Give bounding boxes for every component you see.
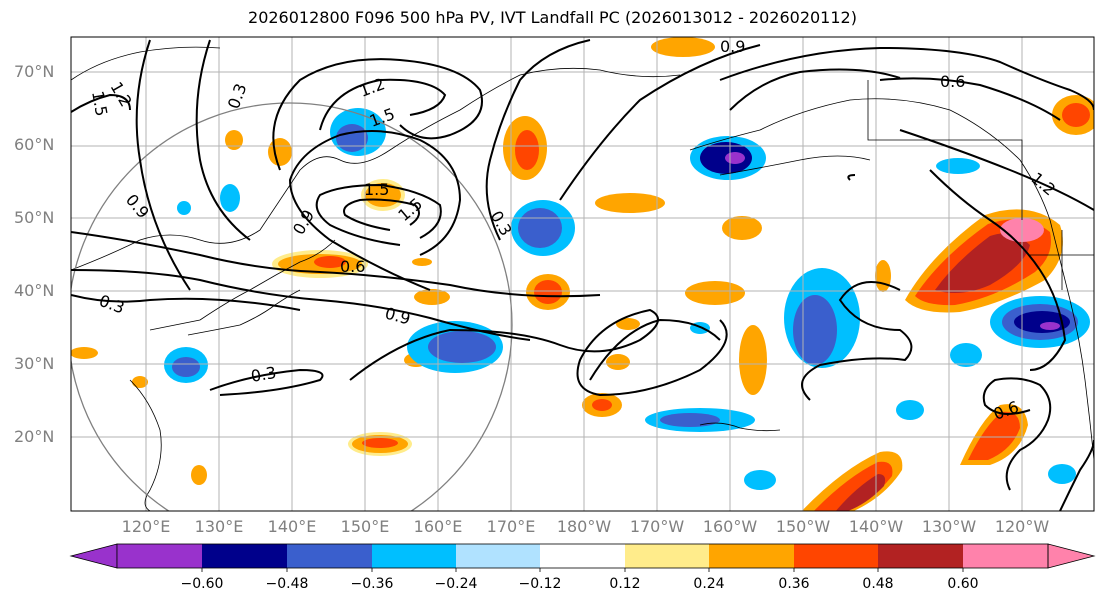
anomaly-blob <box>950 343 982 367</box>
anomaly-blob <box>191 465 207 485</box>
anomaly-blob <box>968 411 1020 460</box>
range-ring <box>71 102 513 511</box>
colorbar-tick-label: 0.36 <box>778 576 810 592</box>
contour-label: 1.5 <box>88 89 111 117</box>
contour-label: 0.6 <box>340 257 365 276</box>
lon-label: 130°W <box>921 517 977 536</box>
anomaly-blob <box>793 295 837 365</box>
anomaly-blob <box>935 233 1030 294</box>
lon-label: 120°W <box>994 517 1050 536</box>
anomaly-blob <box>835 474 886 511</box>
colorbar-tick-label: −0.60 <box>180 576 224 592</box>
anomaly-blob <box>412 258 432 266</box>
anomaly-blob <box>220 184 240 212</box>
anomaly-blob <box>225 130 243 150</box>
lat-label: 40°N <box>14 281 55 300</box>
lon-label: 170°E <box>486 517 536 536</box>
anomaly-blob <box>616 318 640 330</box>
anomaly-blob <box>314 256 346 268</box>
colorbar-segment <box>794 544 878 568</box>
anomaly-blob <box>606 354 630 370</box>
anomaly-blob <box>132 376 148 388</box>
lon-label: 170°W <box>629 517 685 536</box>
colorbar-segment <box>287 544 372 568</box>
colorbar-tick-label: −0.12 <box>518 576 562 592</box>
anomaly-blob <box>428 331 496 363</box>
colorbar-segment <box>709 544 794 568</box>
anomaly-blob <box>875 260 891 292</box>
lon-label: 140°W <box>848 517 904 536</box>
anomaly-blob <box>595 193 665 213</box>
anomaly-blob <box>362 438 398 448</box>
colorbar <box>69 543 1096 572</box>
colorbar-extend-left <box>69 543 118 569</box>
anomaly-blob <box>336 124 368 152</box>
lon-label: 150°E <box>340 517 390 536</box>
colorbar-tick-label: 0.24 <box>693 576 725 592</box>
anomaly-blob <box>744 470 776 490</box>
anomaly-blob <box>739 325 767 395</box>
anomaly-blob <box>685 281 745 305</box>
anomaly-blob <box>414 289 450 305</box>
anomaly-blob <box>936 158 980 174</box>
colorbar-segment <box>456 544 540 568</box>
colorbar-segment <box>202 544 287 568</box>
colorbar-segment <box>878 544 963 568</box>
colorbar-tick-label: −0.48 <box>265 576 309 592</box>
contour-label: 0.3 <box>249 363 277 386</box>
anomaly-blob <box>177 201 191 215</box>
anomaly-blob <box>518 208 562 248</box>
anomaly-blob <box>660 413 720 427</box>
anomaly-blob <box>592 399 612 411</box>
lon-label: 180°W <box>556 517 612 536</box>
map-title: 2026012800 F096 500 hPa PV, IVT Landfall… <box>248 8 857 27</box>
colorbar-tick-label: 0.60 <box>947 576 979 592</box>
colorbar-segment <box>540 544 625 568</box>
lon-label: 160°W <box>702 517 758 536</box>
anomaly-blob <box>172 357 200 377</box>
lat-label: 50°N <box>14 208 55 227</box>
anomaly-blob <box>1048 464 1076 484</box>
anomaly-blob <box>725 152 745 164</box>
coastlines <box>71 46 1094 511</box>
anomaly-blob <box>515 130 539 170</box>
colorbar-segment <box>625 544 709 568</box>
colorbar-segment <box>117 544 202 568</box>
colorbar-frame <box>116 543 1049 569</box>
anomaly-blob <box>651 37 715 57</box>
lat-label: 30°N <box>14 354 55 373</box>
colorbar-segment <box>372 544 456 568</box>
lon-label: 160°E <box>413 517 463 536</box>
map-frame <box>70 36 1095 512</box>
colorbar-tick-label: 0.48 <box>862 576 894 592</box>
lat-label: 20°N <box>14 427 55 446</box>
lon-label: 140°E <box>267 517 317 536</box>
contour-label: 0.9 <box>720 37 745 56</box>
contour-label: 0.6 <box>940 72 965 91</box>
colorbar-tick-label: −0.24 <box>434 576 478 592</box>
anomaly-blob <box>1062 103 1090 127</box>
lon-label: 150°W <box>775 517 831 536</box>
anomaly-blob <box>71 347 98 359</box>
anomaly-blob <box>534 280 562 304</box>
colorbar-extend-right <box>1047 543 1096 569</box>
lon-label: 130°E <box>194 517 244 536</box>
map-area: 0.9 0.6 0.3 1.2 1.5 1.5 1.2 0.3 0.9 0.6 … <box>71 37 1094 511</box>
lat-label: 60°N <box>14 135 55 154</box>
anomaly-blob <box>813 461 893 511</box>
colorbar-tick-label: 0.12 <box>609 576 641 592</box>
colorbar-segment <box>963 544 1048 568</box>
pv-contours <box>71 39 1094 511</box>
contour-label: 1.5 <box>364 180 389 199</box>
lat-label: 70°N <box>14 62 55 81</box>
anomaly-blob <box>722 216 762 240</box>
anomaly-blob <box>896 400 924 420</box>
anomaly-blob <box>1040 322 1060 330</box>
lon-label: 120°E <box>121 517 171 536</box>
colorbar-tick-label: −0.36 <box>350 576 394 592</box>
anomaly-blob <box>268 138 292 166</box>
